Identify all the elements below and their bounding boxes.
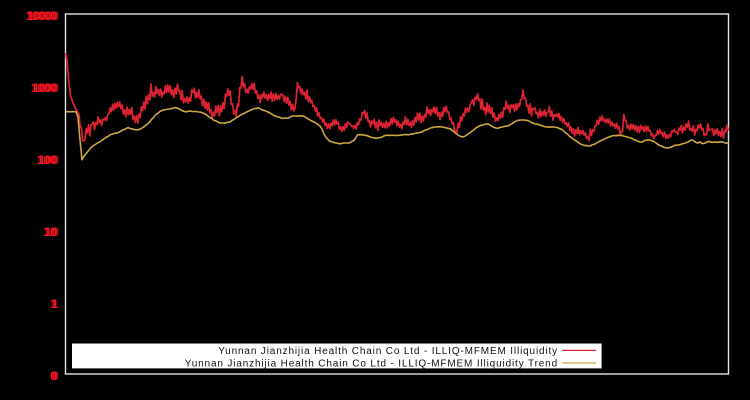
svg-text:10000: 10000 [28, 9, 59, 23]
svg-text:10: 10 [43, 225, 57, 239]
svg-text:Yunnan Jianzhijia Health Chain: Yunnan Jianzhijia Health Chain Co Ltd - … [218, 346, 558, 357]
svg-text:1000: 1000 [31, 81, 57, 95]
svg-text:1: 1 [52, 297, 59, 311]
svg-text:0: 0 [50, 369, 57, 383]
svg-text:100: 100 [37, 153, 57, 167]
svg-text:Yunnan Jianzhijia Health Chain: Yunnan Jianzhijia Health Chain Co Ltd - … [185, 358, 558, 369]
svg-text:0: 0 [52, 369, 59, 383]
svg-text:1: 1 [50, 297, 57, 311]
svg-text:1000: 1000 [33, 81, 59, 95]
svg-text:10000: 10000 [26, 9, 57, 23]
svg-text:10: 10 [45, 225, 59, 239]
svg-text:100: 100 [39, 153, 59, 167]
